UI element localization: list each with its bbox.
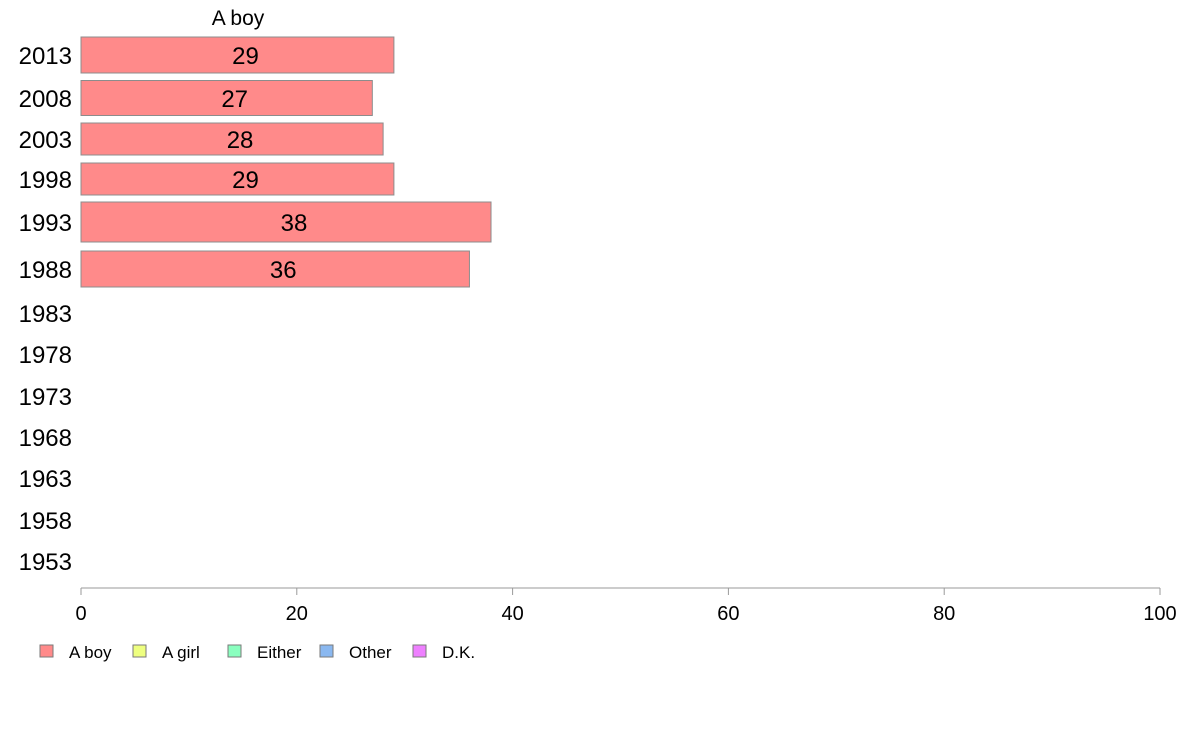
x-tick-label: 40 bbox=[501, 603, 523, 625]
bar-value-label: 29 bbox=[232, 43, 259, 70]
y-tick-label: 1993 bbox=[19, 210, 72, 237]
y-tick-label: 1958 bbox=[19, 508, 72, 535]
bar bbox=[80, 80, 373, 116]
bar bbox=[80, 122, 384, 156]
y-tick-label: 1963 bbox=[19, 466, 72, 493]
bar bbox=[80, 250, 470, 288]
legend-label: D.K. bbox=[442, 643, 475, 662]
x-tick-label: 0 bbox=[75, 603, 86, 625]
y-tick-label: 1968 bbox=[19, 425, 72, 452]
legend-label: Either bbox=[257, 643, 302, 662]
y-tick-label: 2003 bbox=[19, 127, 72, 154]
bar bbox=[80, 162, 395, 196]
y-tick-label: 2008 bbox=[19, 86, 72, 113]
bars-group: 29 27 28 29 38 36 bbox=[80, 36, 492, 288]
legend: A boy A girl Either Other D.K. bbox=[39, 643, 475, 662]
x-tick-label: 60 bbox=[717, 603, 739, 625]
x-axis: 0 20 40 60 80 100 bbox=[75, 587, 1177, 625]
series-header: A boy bbox=[212, 7, 265, 30]
bar-value-label: 36 bbox=[270, 257, 297, 284]
legend-label: A boy bbox=[69, 643, 112, 662]
y-tick-label: 1998 bbox=[19, 167, 72, 194]
legend-label: A girl bbox=[162, 643, 200, 662]
y-tick-label: 1978 bbox=[19, 342, 72, 369]
y-tick-label: 1973 bbox=[19, 384, 72, 411]
legend-swatch bbox=[227, 644, 242, 658]
y-tick-label: 1988 bbox=[19, 257, 72, 284]
bar-value-label: 38 bbox=[281, 210, 308, 237]
y-tick-labels: 2013 2008 2003 1998 1993 1988 1983 1978 1973 1968… bbox=[19, 43, 72, 576]
bar-value-label: 29 bbox=[232, 167, 259, 194]
x-tick-label: 80 bbox=[933, 603, 955, 625]
bar-value-label: 28 bbox=[227, 127, 254, 154]
bar-value-label: 27 bbox=[221, 86, 248, 113]
x-tick-label: 20 bbox=[286, 603, 308, 625]
legend-swatch bbox=[132, 644, 147, 658]
y-tick-label: 1953 bbox=[19, 549, 72, 576]
legend-swatch bbox=[319, 644, 334, 658]
legend-swatch bbox=[412, 644, 427, 658]
y-tick-label: 2013 bbox=[19, 43, 72, 70]
y-tick-label: 1983 bbox=[19, 301, 72, 328]
x-tick-label: 100 bbox=[1143, 603, 1176, 625]
bar bbox=[80, 36, 395, 74]
legend-swatch bbox=[39, 644, 54, 658]
legend-label: Other bbox=[349, 643, 392, 662]
bar bbox=[80, 201, 492, 243]
